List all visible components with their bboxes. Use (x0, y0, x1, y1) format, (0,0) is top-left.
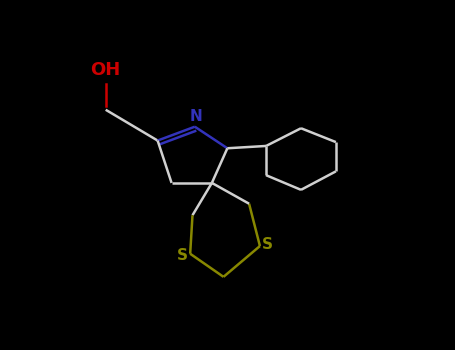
Text: N: N (189, 110, 202, 124)
Text: OH: OH (91, 61, 121, 79)
Text: S: S (262, 237, 273, 252)
Text: S: S (177, 248, 188, 263)
